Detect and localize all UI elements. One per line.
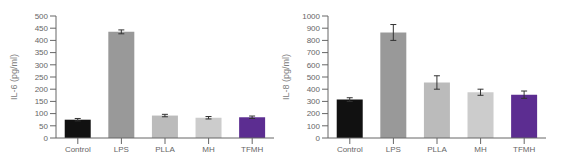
svg-text:200: 200 (307, 109, 321, 118)
svg-text:500: 500 (35, 12, 49, 21)
svg-text:PLLA: PLLA (427, 145, 447, 154)
svg-text:Control: Control (65, 145, 91, 154)
svg-text:MH: MH (202, 145, 215, 154)
svg-text:400: 400 (307, 85, 321, 94)
svg-text:700: 700 (307, 48, 321, 57)
svg-text:400: 400 (35, 36, 49, 45)
svg-text:300: 300 (307, 97, 321, 106)
svg-text:50: 50 (39, 122, 48, 131)
svg-text:TFMH: TFMH (513, 145, 535, 154)
svg-text:250: 250 (35, 73, 49, 82)
svg-text:0: 0 (44, 134, 49, 143)
svg-text:150: 150 (35, 97, 49, 106)
svg-text:LPS: LPS (114, 145, 129, 154)
svg-text:LPS: LPS (386, 145, 401, 154)
svg-text:800: 800 (307, 36, 321, 45)
svg-text:300: 300 (35, 61, 49, 70)
svg-text:TFMH: TFMH (241, 145, 263, 154)
svg-text:1000: 1000 (302, 12, 320, 21)
svg-text:350: 350 (35, 48, 49, 57)
svg-text:500: 500 (307, 73, 321, 82)
svg-text:100: 100 (35, 109, 49, 118)
svg-text:Control: Control (337, 145, 363, 154)
svg-text:600: 600 (307, 61, 321, 70)
svg-text:PLLA: PLLA (155, 145, 175, 154)
svg-text:100: 100 (307, 122, 321, 131)
svg-text:IL-6 (pg/ml): IL-6 (pg/ml) (9, 54, 19, 100)
svg-text:0: 0 (316, 134, 321, 143)
svg-text:200: 200 (35, 85, 49, 94)
svg-text:MH: MH (474, 145, 487, 154)
svg-text:450: 450 (35, 24, 49, 33)
svg-text:IL-8 (pg/ml): IL-8 (pg/ml) (281, 54, 291, 100)
svg-text:900: 900 (307, 24, 321, 33)
